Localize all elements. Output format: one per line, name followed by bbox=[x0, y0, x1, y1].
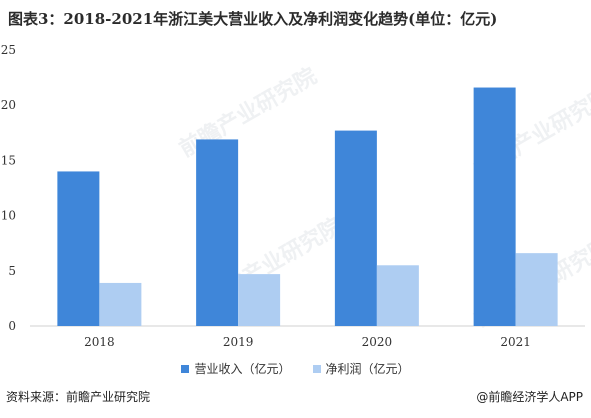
legend-label-profit: 净利润（亿元） bbox=[325, 362, 410, 376]
x-tick-label: 2019 bbox=[223, 335, 254, 349]
source-note: 资料来源：前瞻产业研究院 bbox=[6, 390, 151, 404]
legend-swatch-profit bbox=[312, 364, 321, 373]
y-tick-label: 15 bbox=[1, 153, 16, 167]
x-tick-label: 2018 bbox=[84, 335, 115, 349]
y-tick-label: 20 bbox=[1, 98, 16, 112]
bar-revenue bbox=[473, 87, 516, 326]
credit-text: @前瞻经济学人APP bbox=[476, 390, 583, 404]
x-tick-label: 2020 bbox=[362, 335, 393, 349]
y-tick-label: 25 bbox=[1, 43, 16, 57]
bar-profit bbox=[515, 253, 558, 326]
x-tick-label: 2021 bbox=[500, 335, 531, 349]
y-tick-label: 5 bbox=[8, 264, 16, 278]
legend-item-profit: 净利润（亿元） bbox=[312, 360, 410, 377]
bar-revenue bbox=[334, 130, 377, 326]
y-tick-label: 0 bbox=[8, 319, 16, 333]
bar-revenue bbox=[196, 139, 239, 326]
credit: @前瞻经济学人APP bbox=[476, 388, 583, 405]
chart-title: 图表3：2018-2021年浙江美大营业收入及净利润变化趋势(单位：亿元) bbox=[8, 10, 498, 28]
bar-profit bbox=[376, 265, 419, 326]
y-tick-label: 10 bbox=[1, 209, 16, 223]
bar-revenue bbox=[57, 171, 100, 326]
legend-swatch-revenue bbox=[181, 364, 190, 373]
legend-item-revenue: 营业收入（亿元） bbox=[181, 360, 291, 377]
legend: 营业收入（亿元） 净利润（亿元） bbox=[0, 360, 591, 377]
legend-label-revenue: 营业收入（亿元） bbox=[194, 362, 291, 376]
bar-profit bbox=[99, 282, 142, 326]
bar-profit bbox=[238, 274, 281, 326]
